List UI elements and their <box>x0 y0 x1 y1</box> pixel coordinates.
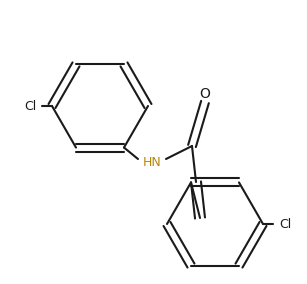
Text: HN: HN <box>143 156 161 168</box>
Text: Cl: Cl <box>24 99 36 112</box>
Text: Cl: Cl <box>279 218 291 231</box>
Text: O: O <box>200 87 210 101</box>
